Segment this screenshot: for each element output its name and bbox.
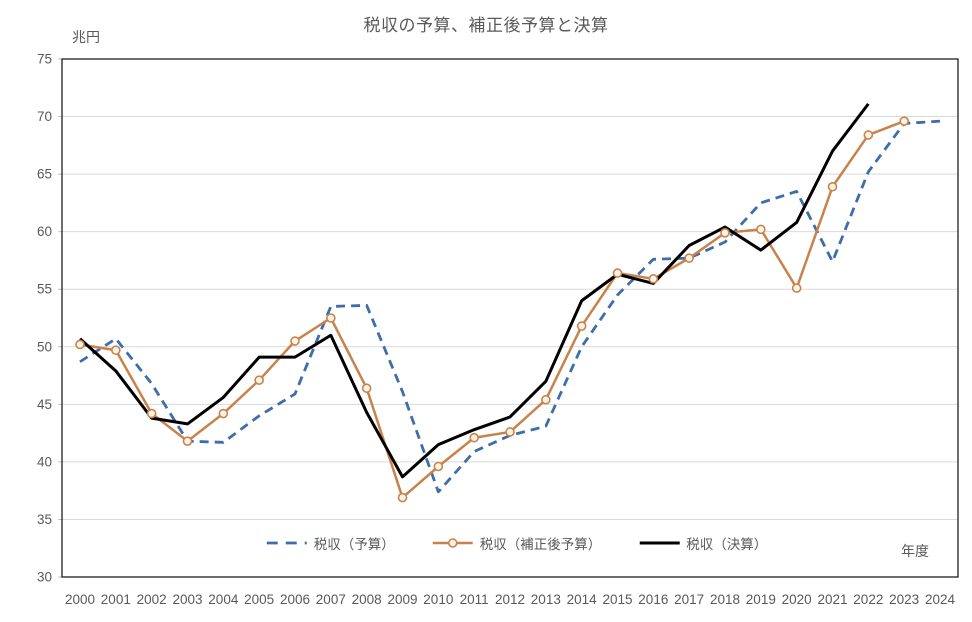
- x-tick-label: 2024: [925, 592, 956, 607]
- data-point-marker: [146, 408, 157, 419]
- y-tick-label: 65: [37, 167, 52, 182]
- data-point-marker: [218, 408, 229, 419]
- data-point-marker: [290, 336, 300, 346]
- x-tick-label: 2000: [65, 592, 95, 607]
- x-tick-label: 2003: [172, 592, 202, 607]
- y-tick-label: 60: [37, 224, 52, 239]
- x-tick-label: 2008: [352, 592, 382, 607]
- legend-sample-kessan-line-icon: [639, 541, 680, 545]
- y-tick-label: 45: [37, 397, 52, 412]
- data-point-marker: [576, 321, 587, 331]
- data-point-marker: [541, 394, 551, 405]
- chart-legend: 税収（予算） 税収（補正後予算） 税収（決算）: [265, 533, 767, 553]
- y-tick-label: 55: [37, 282, 52, 297]
- data-point-marker: [397, 492, 408, 503]
- x-tick-label: 2005: [244, 592, 274, 607]
- series-kessan-line: [78, 102, 870, 479]
- x-tick-label: 2011: [460, 592, 489, 607]
- x-tick-label: 2022: [853, 592, 883, 607]
- data-point-marker: [899, 116, 909, 126]
- series-hoseigo-yosan-line: [79, 119, 905, 499]
- data-point-marker: [254, 375, 264, 385]
- data-point-marker: [863, 130, 874, 140]
- data-point-marker: [827, 181, 838, 192]
- data-point-marker: [326, 313, 336, 323]
- x-axis-title: 年度: [901, 543, 929, 559]
- x-tick-label: 2015: [602, 592, 632, 607]
- chart-title: 税収の予算、補正後予算と決算: [363, 16, 609, 35]
- data-point-marker: [505, 427, 515, 437]
- x-tick-label: 2013: [531, 592, 561, 607]
- y-tick-label: 30: [37, 570, 52, 585]
- x-tick-label: 2010: [423, 592, 453, 607]
- y-tick-label: 75: [37, 52, 52, 67]
- series-hoseigo-yosan-markers: [75, 116, 909, 503]
- data-point-marker: [182, 436, 193, 446]
- plot-border: [61, 58, 959, 578]
- x-tick-label: 2002: [137, 592, 167, 607]
- x-tick-label: 2009: [387, 592, 417, 607]
- data-point-marker: [75, 339, 85, 350]
- legend-item-hoseigo-yosan: 税収（補正後予算）: [431, 533, 602, 553]
- x-tick-label: 2021: [817, 592, 847, 607]
- gridlines: [58, 58, 958, 578]
- legend-sample-hoseigo-yosan-marker-line-icon: [432, 538, 473, 548]
- legend-label: 税収（決算）: [686, 537, 768, 552]
- data-point-marker: [469, 432, 479, 443]
- data-point-marker: [361, 383, 372, 394]
- x-tick-label: 2016: [638, 592, 668, 607]
- x-tick-label: 2020: [782, 592, 812, 607]
- y-tick-label: 35: [37, 512, 52, 527]
- x-tick-label: 2007: [316, 592, 346, 607]
- data-point-marker: [612, 268, 623, 278]
- x-tick-label: 2014: [567, 592, 598, 607]
- data-point-marker: [648, 274, 659, 284]
- legend-label: 税収（補正後予算）: [479, 537, 602, 552]
- x-tick-label: 2006: [280, 592, 310, 607]
- data-point-marker: [111, 345, 121, 356]
- x-tick-label: 2018: [710, 592, 740, 607]
- legend-sample-yosan-dashed-line-icon: [266, 541, 307, 545]
- data-point-marker: [756, 224, 766, 235]
- legend-item-yosan: 税収（予算）: [265, 533, 395, 553]
- data-point-marker: [791, 283, 802, 293]
- y-tick-label: 40: [37, 454, 52, 469]
- legend-label: 税収（予算）: [313, 537, 395, 552]
- x-tick-label: 2017: [674, 592, 704, 607]
- x-tick-label: 2004: [208, 592, 239, 607]
- x-tick-label: 2023: [889, 592, 919, 607]
- legend-item-kessan: 税収（決算）: [637, 533, 767, 553]
- x-tick-label: 2019: [746, 592, 776, 607]
- data-point-marker: [720, 228, 730, 238]
- y-axis-title: 兆円: [72, 29, 100, 45]
- x-tick-label: 2012: [495, 592, 525, 607]
- y-tick-label: 50: [37, 339, 52, 354]
- data-point-marker: [684, 253, 694, 263]
- data-point-marker: [433, 461, 444, 472]
- x-tick-label: 2001: [101, 592, 131, 607]
- y-tick-label: 70: [37, 109, 52, 124]
